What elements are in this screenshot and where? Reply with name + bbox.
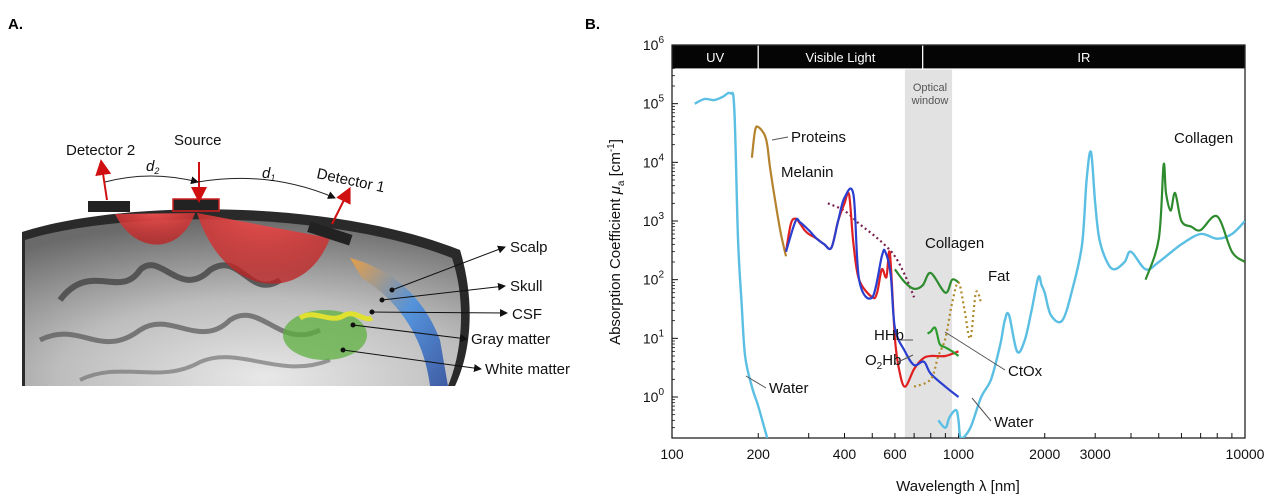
y-tick-label: 102 — [643, 270, 665, 288]
series-water-line-0 — [694, 91, 769, 438]
gray-white-matter-region — [283, 310, 367, 360]
label-proteins: Proteins — [791, 129, 846, 146]
source-label: Source — [174, 132, 222, 149]
band-label-1: Visible Light — [806, 50, 876, 65]
label-collagen-mid: Collagen — [925, 235, 984, 252]
y-tick-label: 105 — [643, 94, 665, 112]
label-fat: Fat — [988, 268, 1011, 285]
layer-label-skull: Skull — [510, 278, 543, 295]
optical-window-label-1: Optical — [913, 82, 947, 94]
light-path-d2 — [115, 213, 195, 245]
axis-ticks — [671, 44, 1246, 439]
series-fat-line-7 — [913, 281, 983, 388]
detector-2-arrow — [95, 159, 112, 201]
series-hhb-line-5 — [784, 187, 960, 398]
detector-1-label: Detector 1 — [315, 165, 386, 196]
y-tick-label: 104 — [643, 152, 665, 170]
x-tick-label: 200 — [747, 446, 771, 462]
detector-2-pad — [88, 201, 130, 212]
layer-label-scalp: Scalp — [510, 239, 548, 256]
layer-label-white-matter: White matter — [485, 361, 570, 378]
y-tick-label: 106 — [643, 35, 665, 53]
label-water-left: Water — [769, 380, 808, 397]
band-label-0: UV — [706, 50, 724, 65]
band-uv — [671, 44, 759, 70]
y-tick-label: 103 — [643, 211, 665, 229]
y-tick-label: 100 — [643, 387, 665, 405]
brain-diagram — [22, 159, 470, 386]
label-hhb: HHb — [874, 327, 904, 344]
label-leaders — [745, 136, 1006, 422]
d1-label: d1 — [262, 165, 275, 183]
absorption-curves — [694, 91, 1245, 438]
band-label-2: IR — [1077, 50, 1090, 65]
detector-1-pad — [307, 221, 353, 246]
label-water-right: Water — [994, 414, 1033, 431]
source-pad — [172, 198, 220, 212]
layer-label-csf: CSF — [512, 306, 542, 323]
x-tick-labels: 100 200 400 600 1000 2000 3000 10000 — [660, 446, 1264, 462]
panel-b-label: B. — [585, 16, 600, 33]
x-axis-label: Wavelength λ [nm] — [896, 478, 1020, 495]
y-tick-labels: 100 101 102 103 104 105 106 — [643, 35, 665, 405]
label-melanin: Melanin — [781, 164, 834, 181]
d2-arc — [104, 175, 199, 185]
layer-label-gray-matter: Gray matter — [471, 331, 550, 348]
series-proteins-line-2 — [750, 125, 788, 257]
x-tick-label: 400 — [833, 446, 857, 462]
x-tick-label: 600 — [883, 446, 907, 462]
y-tick-label: 101 — [643, 328, 665, 346]
series-melanin-line-3 — [827, 202, 916, 298]
series-water-line-1 — [937, 150, 1245, 438]
series-collagen-line-6 — [894, 268, 960, 294]
y-axis-label: Absorption Coefficient μa [cm-1] — [606, 139, 627, 345]
label-o2hb: O2Hb — [865, 352, 901, 372]
series-ctox-line-8 — [926, 326, 960, 357]
x-tick-label: 10000 — [1226, 446, 1265, 462]
label-collagen-ir: Collagen — [1174, 130, 1233, 147]
d2-label: d2 — [146, 158, 159, 176]
optical-window-label-2: window — [911, 95, 949, 107]
light-path-d1 — [197, 213, 330, 284]
d1-arc — [197, 177, 336, 199]
label-ctox: CtOx — [1008, 363, 1043, 380]
series-collagen-line-9 — [1144, 162, 1245, 281]
panel-a-label: A. — [8, 16, 23, 33]
spectrum-band: UV Visible Light IR — [671, 44, 1246, 70]
x-tick-label: 1000 — [943, 446, 974, 462]
x-tick-label: 2000 — [1029, 446, 1060, 462]
x-tick-label: 3000 — [1080, 446, 1111, 462]
tissue-layers-band — [350, 258, 448, 386]
detector-2-label: Detector 2 — [66, 142, 135, 159]
layer-pointers — [340, 245, 508, 373]
x-tick-label: 100 — [660, 446, 684, 462]
detector-1-arrow — [331, 186, 351, 225]
